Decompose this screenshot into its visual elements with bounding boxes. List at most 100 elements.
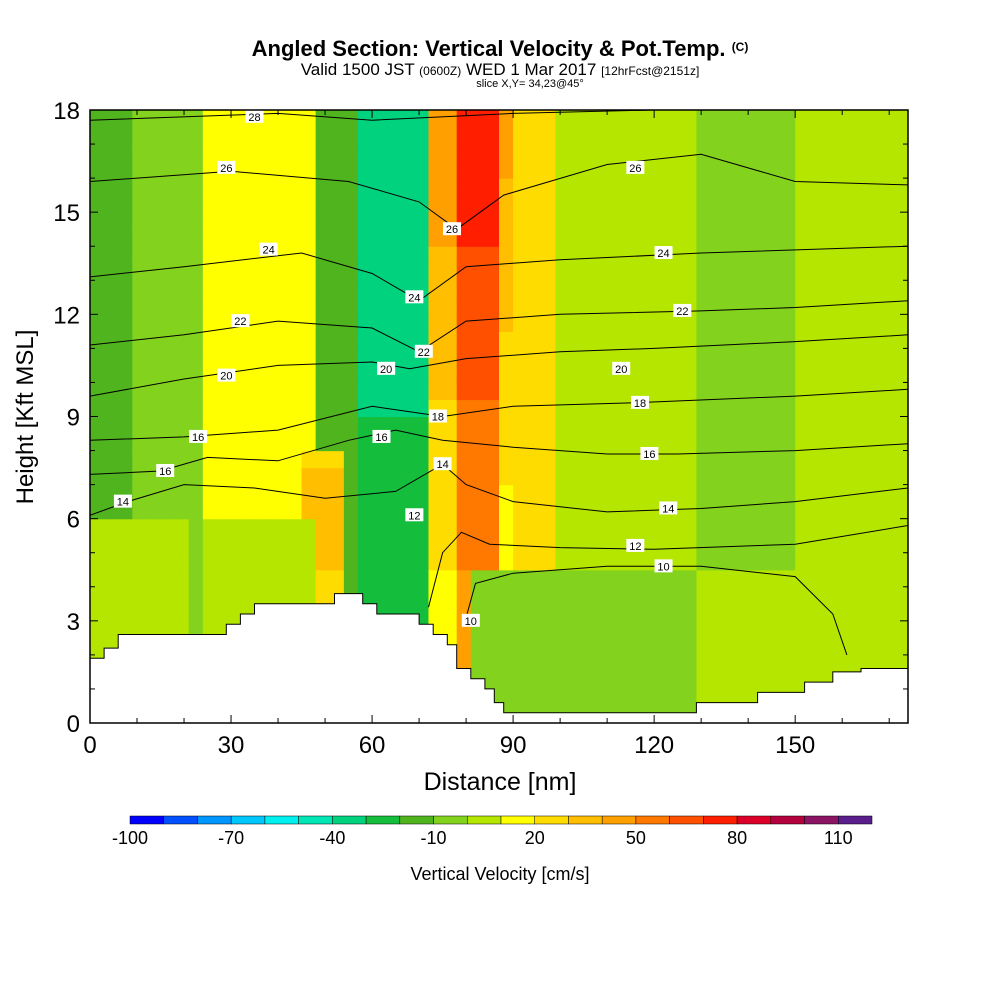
velocity-cell — [527, 654, 542, 673]
velocity-cell — [442, 484, 458, 503]
velocity-cell — [414, 518, 430, 537]
velocity-cell — [287, 450, 303, 469]
velocity-cell — [654, 297, 669, 315]
velocity-cell — [118, 416, 133, 435]
velocity-cell — [160, 110, 176, 128]
velocity-cell — [527, 552, 542, 571]
velocity-cell — [625, 586, 641, 605]
velocity-cell — [357, 178, 373, 196]
velocity-cell — [527, 297, 542, 315]
velocity-cell — [625, 518, 641, 537]
velocity-cell — [611, 110, 627, 128]
velocity-cell — [160, 399, 176, 418]
velocity-cell — [597, 399, 613, 418]
contour-label-box — [631, 395, 650, 409]
velocity-cell — [541, 110, 557, 128]
velocity-cell — [654, 263, 669, 281]
velocity-cell — [499, 416, 514, 435]
y-tick-label: 15 — [53, 200, 80, 227]
velocity-cell — [766, 314, 782, 332]
velocity-cell — [541, 620, 557, 639]
velocity-cell — [174, 297, 190, 315]
velocity-cell — [104, 450, 119, 469]
velocity-cell — [766, 178, 782, 196]
velocity-cell — [625, 331, 641, 349]
velocity-cell — [484, 365, 500, 384]
contour-label: 18 — [634, 398, 646, 410]
velocity-cell — [710, 331, 726, 349]
velocity-cell — [851, 518, 867, 537]
velocity-cell — [216, 552, 232, 571]
velocity-cell — [470, 195, 486, 213]
velocity-cell — [752, 552, 768, 571]
velocity-cell — [231, 229, 246, 247]
velocity-cell — [188, 263, 204, 281]
velocity-cell — [484, 212, 500, 230]
velocity-cell — [315, 110, 331, 128]
velocity-cell — [456, 518, 472, 537]
velocity-cell — [795, 603, 810, 622]
velocity-cell — [188, 110, 204, 128]
velocity-cell — [456, 501, 472, 520]
velocity-cell — [104, 365, 119, 384]
velocity-cell — [583, 246, 599, 264]
velocity-cell — [781, 416, 796, 435]
velocity-cell — [569, 331, 585, 349]
velocity-cell — [343, 280, 359, 298]
velocity-cell — [273, 416, 289, 435]
velocity-cell — [781, 399, 796, 418]
velocity-cell — [259, 331, 274, 349]
velocity-cell — [400, 263, 415, 281]
velocity-cell — [357, 450, 373, 469]
velocity-cell — [259, 263, 274, 281]
velocity-cell — [216, 450, 232, 469]
velocity-cell — [541, 348, 557, 367]
velocity-cell — [456, 569, 472, 588]
velocity-cell — [160, 229, 176, 247]
velocity-cell — [597, 654, 613, 673]
velocity-cell — [738, 382, 754, 401]
velocity-cell — [654, 331, 669, 349]
velocity-cell — [823, 620, 839, 639]
velocity-cell — [484, 144, 500, 162]
colorbar-tick-label: -100 — [112, 828, 148, 848]
velocity-cell — [216, 229, 232, 247]
velocity-cell — [456, 586, 472, 605]
velocity-cell — [809, 501, 824, 520]
velocity-cell — [865, 212, 881, 230]
x-tick-label: 30 — [218, 732, 245, 759]
velocity-cell — [372, 450, 387, 469]
velocity-cell — [865, 229, 881, 247]
velocity-cell — [231, 433, 246, 452]
velocity-cell — [893, 637, 908, 656]
velocity-cell — [400, 127, 415, 145]
velocity-cell — [752, 280, 768, 298]
velocity-cell — [738, 280, 754, 298]
chart-title-main: Angled Section: Vertical Velocity & Pot.… — [251, 36, 726, 61]
velocity-cell — [781, 195, 796, 213]
velocity-cell — [766, 195, 782, 213]
velocity-cell — [188, 450, 204, 469]
velocity-cell — [174, 161, 190, 179]
velocity-cell — [583, 280, 599, 298]
velocity-cell — [132, 246, 148, 264]
velocity-cell — [343, 331, 359, 349]
velocity-cell — [851, 195, 867, 213]
velocity-cell — [442, 314, 458, 332]
velocity-cell — [696, 246, 712, 264]
colorbar-swatch — [332, 815, 367, 825]
colorbar-swatch — [838, 815, 873, 825]
colorbar-swatch — [568, 815, 603, 825]
velocity-cell — [329, 263, 345, 281]
velocity-cell — [329, 569, 345, 588]
velocity-cell — [132, 195, 148, 213]
velocity-cell — [795, 382, 810, 401]
velocity-cell — [710, 518, 726, 537]
velocity-cell — [809, 110, 824, 128]
velocity-cell — [456, 144, 472, 162]
velocity-cell — [752, 433, 768, 452]
velocity-cell — [795, 552, 810, 571]
velocity-cell — [287, 416, 303, 435]
velocity-cell — [386, 467, 401, 486]
velocity-cell — [470, 246, 486, 264]
